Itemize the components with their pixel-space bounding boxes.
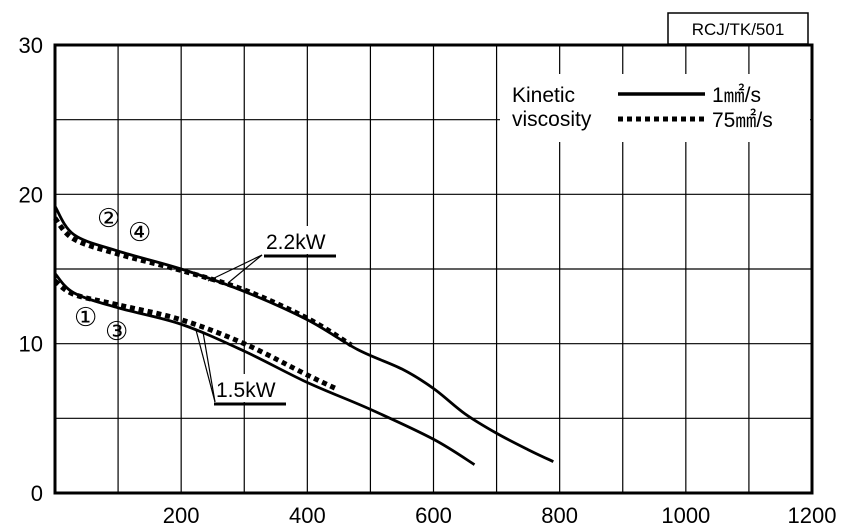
tick-labels: 0 10 20 30 200 400 600 800 1000 1200 [19, 33, 837, 528]
leader-1-5kw-b [202, 331, 216, 403]
legend-title-line-2: viscosity [512, 108, 592, 131]
marker-1: ① [74, 303, 97, 333]
label-2-2kw: 2.2kW [266, 231, 326, 254]
x-tick-label: 800 [541, 503, 578, 528]
y-tick-label: 10 [19, 332, 43, 357]
axes [53, 43, 814, 495]
leader-1-5kw-a [195, 329, 216, 403]
marker-2: ② [97, 204, 120, 234]
annotation-2-2kw: 2.2kW ② ④ [97, 204, 336, 284]
code-label: RCJ/TK/501 [692, 20, 785, 39]
series-line-1 [53, 205, 554, 463]
leader-2-2kw-a [207, 254, 263, 282]
series-line-4 [53, 278, 337, 391]
x-tick-label: 200 [163, 503, 200, 528]
legend: Kinetic viscosity 1㎟/s 75㎟/s [500, 74, 810, 142]
plot-frame [53, 43, 814, 495]
marker-4: ④ [128, 218, 151, 248]
label-1-5kw: 1.5kW [216, 379, 276, 402]
y-tick-label: 30 [19, 33, 43, 58]
x-tick-label: 1200 [788, 503, 837, 528]
x-tick-label: 400 [289, 503, 326, 528]
series-line-2 [53, 216, 353, 348]
x-tick-label: 600 [415, 503, 452, 528]
legend-entry-1: 1㎟/s [712, 83, 761, 107]
series-lines [53, 205, 554, 466]
legend-title-line-1: Kinetic [512, 84, 575, 107]
annotation-1-5kw: 1.5kW ① ③ [74, 303, 286, 406]
marker-3: ③ [105, 317, 128, 347]
y-tick-label: 20 [19, 182, 43, 207]
x-tick-label: 1000 [661, 503, 710, 528]
y-tick-label: 0 [31, 481, 43, 506]
legend-entry-2: 75㎟/s [712, 108, 773, 132]
code-box: RCJ/TK/501 [667, 12, 809, 45]
leader-2-2kw-b [227, 254, 263, 284]
